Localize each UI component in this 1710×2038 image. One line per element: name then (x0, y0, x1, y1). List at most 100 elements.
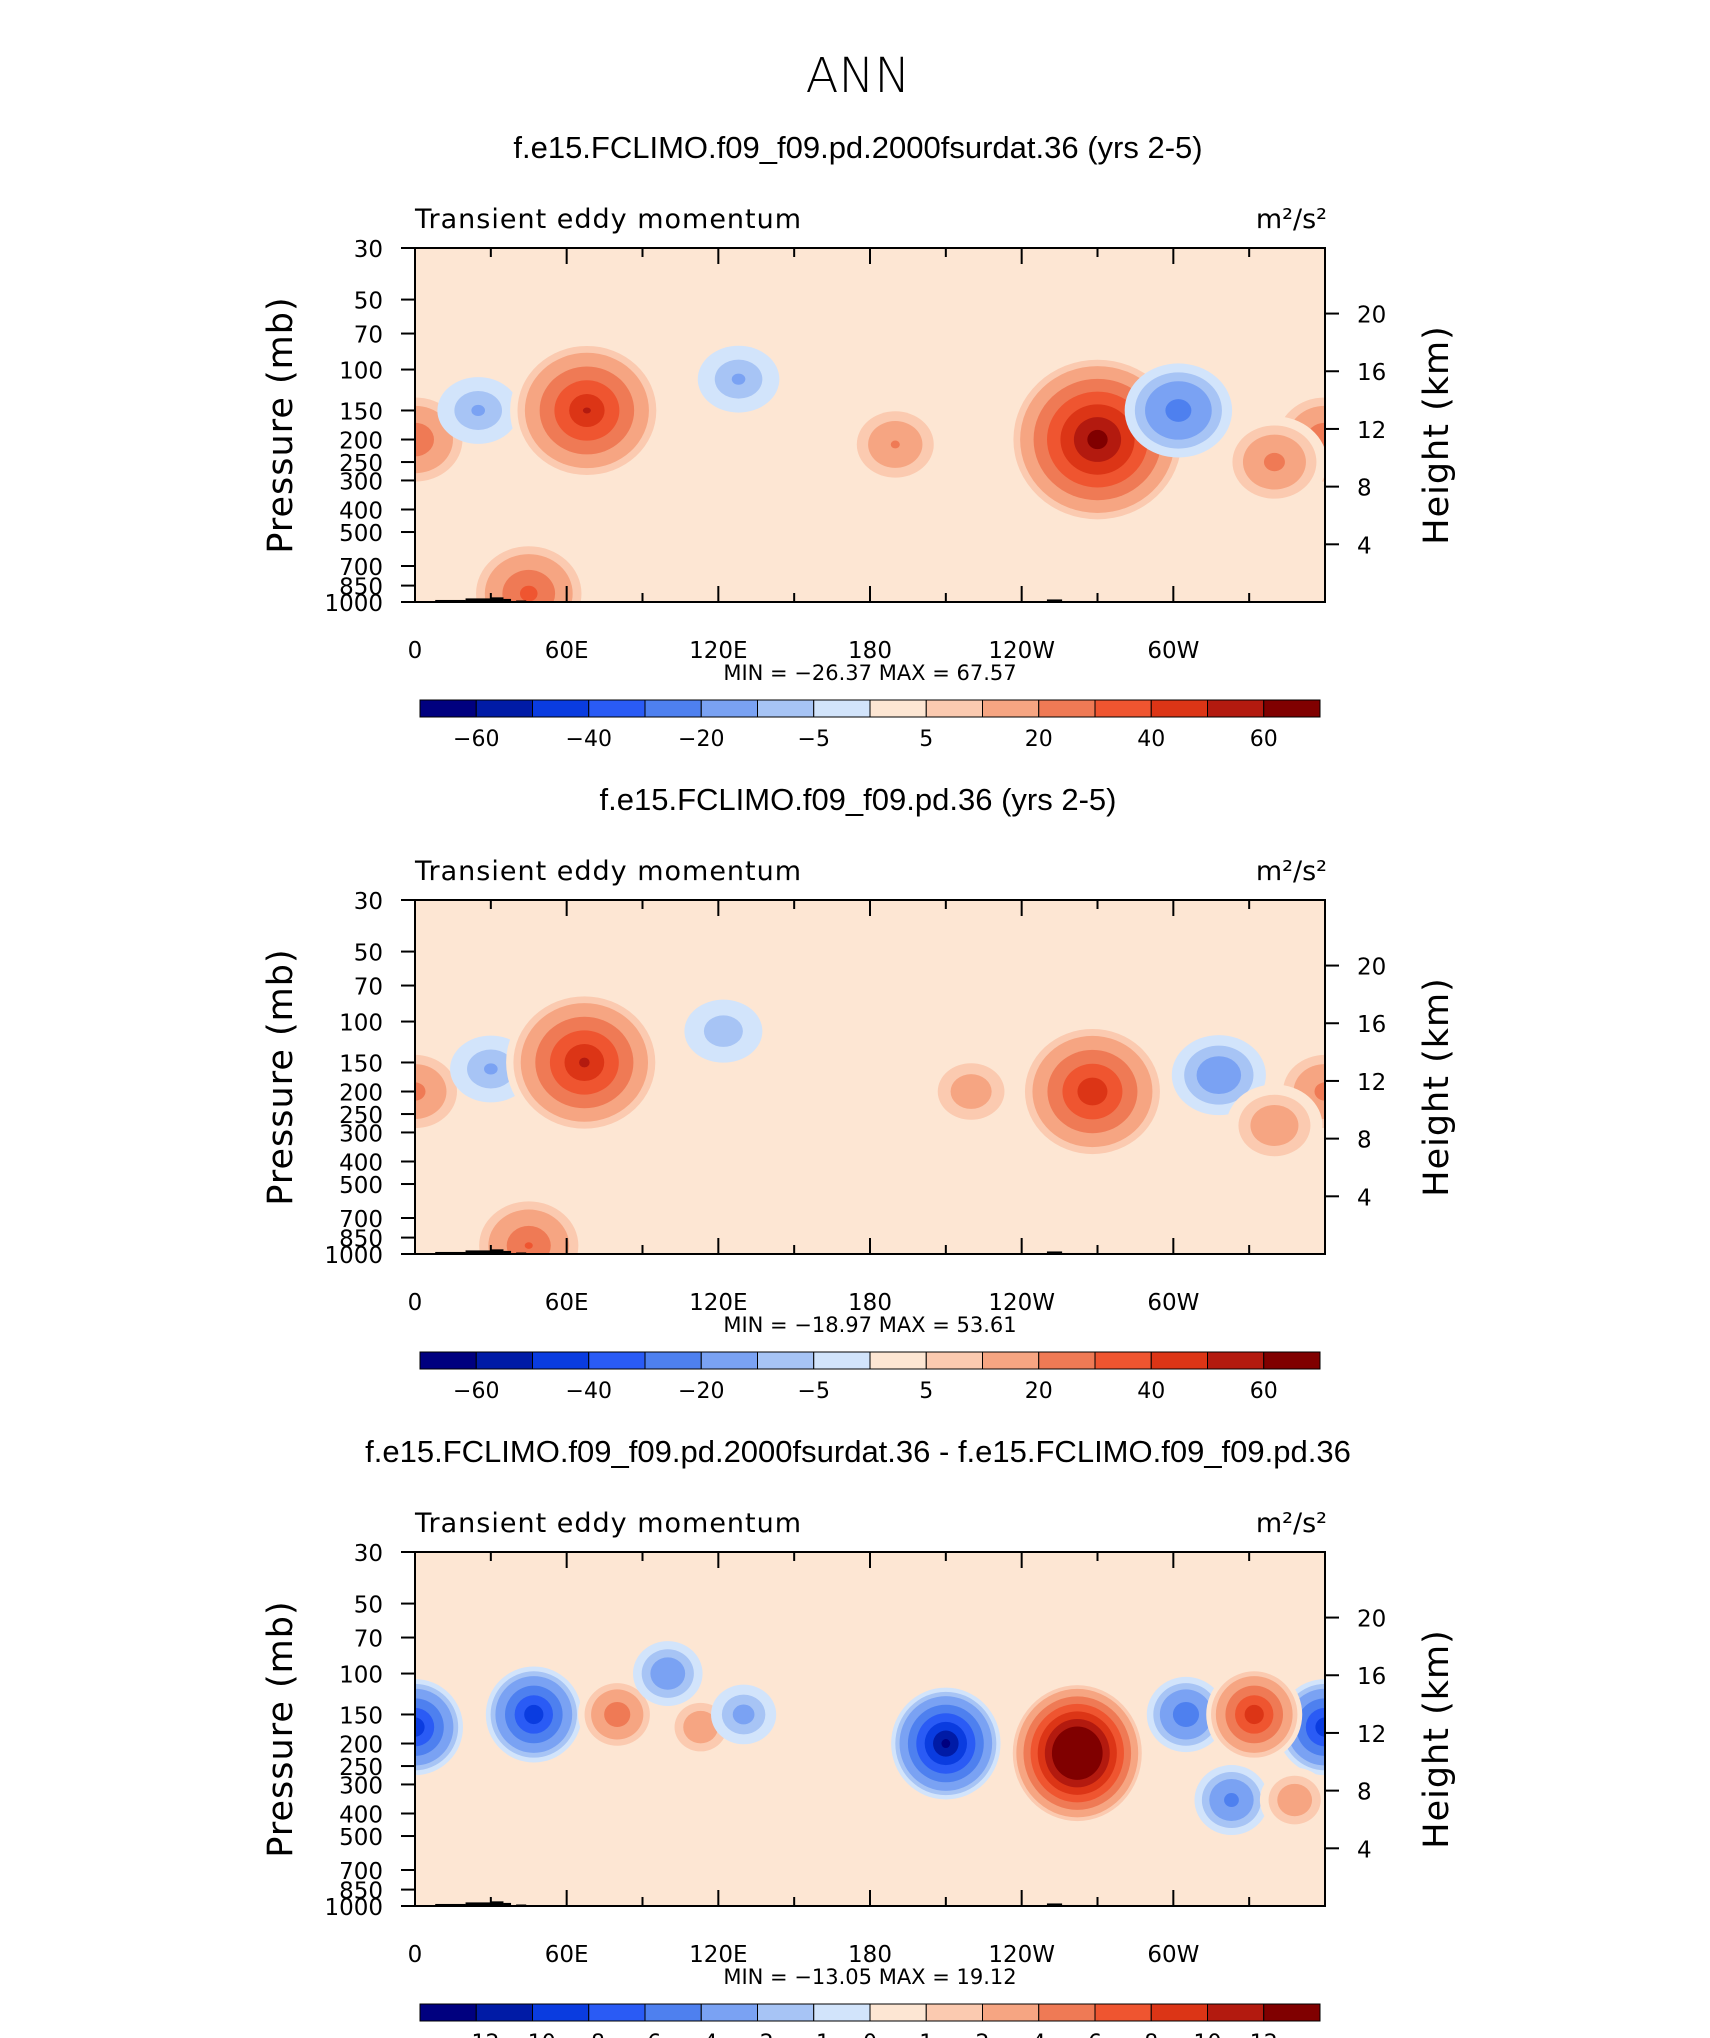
y-tick-label: 150 (339, 1703, 383, 1729)
contour-feature-5 (703, 1015, 743, 1047)
x-tick-label: 60W (1147, 1942, 1199, 1968)
y-tick-label: 50 (354, 1593, 383, 1619)
colorbar-box (813, 2003, 871, 2022)
colorbar-label: −40 (566, 727, 612, 752)
topography (490, 1249, 504, 1254)
colorbar-label: −60 (453, 727, 499, 752)
colorbar-box (982, 1351, 1040, 1370)
colorbar-label: 40 (1137, 1379, 1165, 1404)
y-tick-label: 100 (339, 359, 383, 385)
y-tick-label: 100 (339, 1663, 383, 1689)
y-tick-label: 700 (339, 1859, 383, 1885)
y-tick-label: 700 (339, 1207, 383, 1233)
contour-feature-9 (1250, 1104, 1299, 1146)
contour-feature-7 (1077, 1077, 1108, 1106)
contour-feature-3 (471, 404, 485, 417)
colorbar-box (757, 699, 815, 718)
colorbar-box (700, 2003, 758, 2022)
colorbar-box (1207, 699, 1265, 718)
contour-feature-1 (415, 1064, 447, 1119)
colorbar-label: 5 (919, 1379, 933, 1404)
y-axis-title: Pressure (mb) (261, 1600, 301, 1857)
panel-title: f.e15.FCLIMO.f09_f09.pd.36 (yrs 2-5) (600, 782, 1117, 817)
topography (490, 1901, 504, 1906)
x-tick-label: 60W (1147, 638, 1199, 664)
colorbar-label: 40 (1137, 727, 1165, 752)
colorbar-box (869, 1351, 927, 1370)
colorbar-box (1094, 699, 1152, 718)
plot-area (415, 1552, 1325, 1906)
y-tick-label-right: 20 (1357, 955, 1386, 981)
contour-feature-10 (519, 585, 538, 602)
colorbar-box (1038, 699, 1096, 718)
y-tick-label: 30 (354, 889, 383, 915)
colorbar-label: 5 (919, 727, 933, 752)
y-tick-label-right: 4 (1357, 533, 1372, 559)
contour-feature-7 (732, 1704, 755, 1725)
colorbar-box (1094, 1351, 1152, 1370)
colorbar-box (700, 1351, 758, 1370)
x-tick-label: 60W (1147, 1290, 1199, 1316)
colorbar-label: −12 (453, 2031, 499, 2038)
colorbar-box (813, 1351, 871, 1370)
topography (435, 599, 466, 602)
y-tick-label: 200 (339, 429, 383, 455)
colorbar-box (1094, 2003, 1152, 2022)
y-tick-label: 150 (339, 399, 383, 425)
topography (465, 1902, 491, 1906)
colorbar-box (419, 1351, 477, 1370)
contour-feature-4 (604, 1701, 631, 1728)
colorbar-box (588, 2003, 646, 2022)
colorbar-label: −5 (798, 1379, 830, 1404)
colorbar-box (869, 699, 927, 718)
contour-feature-2 (1315, 1717, 1325, 1737)
colorbar-label: 12 (1250, 2031, 1278, 2038)
topography (503, 1250, 512, 1254)
contour-feature-10 (1172, 1701, 1200, 1728)
y-tick-label: 30 (354, 237, 383, 263)
colorbar-label: 2 (976, 2031, 990, 2038)
y-tick-label: 850 (339, 1227, 383, 1253)
y-tick-label-right: 20 (1357, 303, 1386, 329)
y-tick-label: 400 (339, 1150, 383, 1176)
colorbar-label: −1 (798, 2031, 830, 2038)
contour-feature-2 (1314, 1082, 1325, 1101)
panel-3: f.e15.FCLIMO.f09_f09.pd.2000fsurdat.36 -… (261, 1434, 1457, 2038)
contour-feature-4 (582, 407, 591, 414)
y-tick-label: 500 (339, 1173, 383, 1199)
x-tick-label: 0 (408, 1942, 423, 1968)
y-tick-label: 70 (354, 323, 383, 349)
x-tick-label: 60E (545, 638, 589, 664)
colorbar-box (475, 2003, 533, 2022)
topography (435, 1251, 466, 1254)
panel-title: f.e15.FCLIMO.f09_f09.pd.2000fsurdat.36 (… (513, 130, 1202, 165)
colorbar-box (1150, 2003, 1208, 2022)
variable-label: Transient eddy momentum (414, 1508, 802, 1539)
x-tick-label: 180 (848, 1290, 892, 1316)
colorbar-box (813, 699, 871, 718)
contour-feature-1 (415, 422, 434, 457)
contour-feature-5 (731, 373, 746, 385)
y-tick-label: 30 (354, 1541, 383, 1567)
colorbar-label: 60 (1250, 1379, 1278, 1404)
colorbar-box (532, 1351, 590, 1370)
y-tick-label: 500 (339, 1825, 383, 1851)
x-tick-label: 120W (988, 638, 1055, 664)
colorbar-box (419, 2003, 477, 2022)
colorbar-label: 0 (863, 2031, 877, 2038)
y-tick-label: 850 (339, 575, 383, 601)
colorbar-label: 4 (1032, 2031, 1046, 2038)
contour-feature-4 (579, 1057, 590, 1068)
colorbar-box (925, 2003, 983, 2022)
colorbar-box (644, 2003, 702, 2022)
contour-feature-3 (484, 1063, 498, 1075)
colorbar-box (982, 2003, 1040, 2022)
y-axis-title: Pressure (mb) (261, 296, 301, 553)
colorbar-label: −10 (509, 2031, 555, 2038)
y-tick-label-right: 8 (1357, 1780, 1372, 1806)
colorbar-label: −20 (678, 727, 724, 752)
min-max-label: MIN = −13.05 MAX = 19.12 (723, 1965, 1016, 1989)
colorbar-box (1207, 1351, 1265, 1370)
y-tick-label: 1000 (324, 591, 383, 617)
